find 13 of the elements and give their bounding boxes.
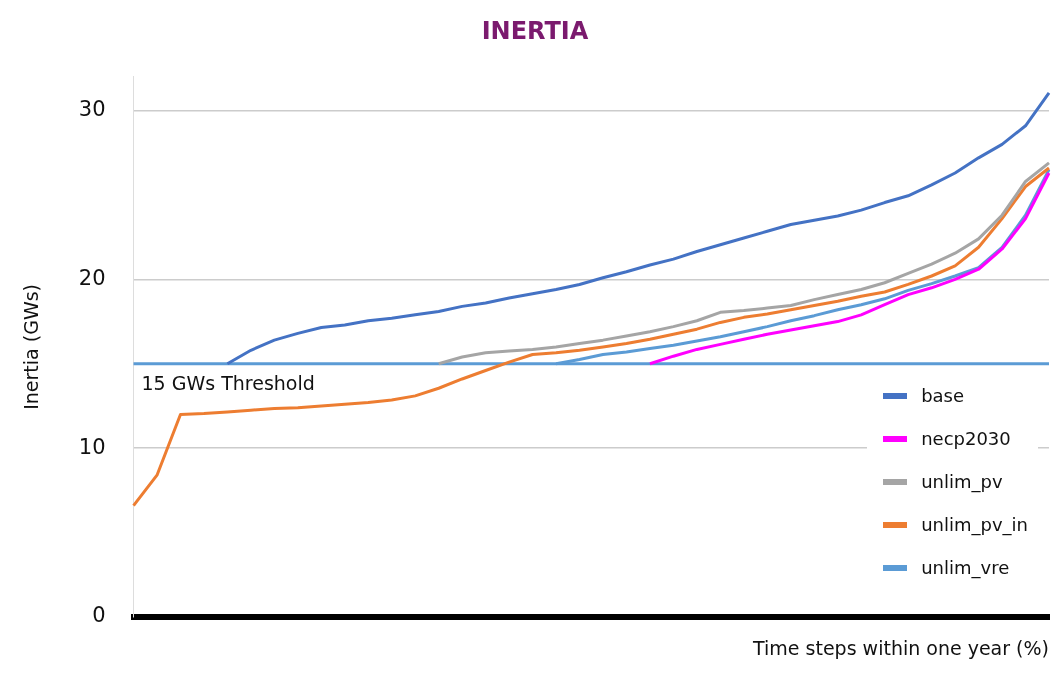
y-axis-title: Inertia (GWs) (20, 284, 43, 410)
legend-label: unlim_pv_in (921, 514, 1028, 535)
y-tick-label: 0 (92, 603, 106, 628)
y-tick-label: 20 (78, 265, 106, 290)
legend-label: unlim_vre (921, 557, 1010, 578)
x-axis-title: Time steps within one year (%) (752, 636, 1049, 659)
ref-line-label: 15 GWs Threshold (141, 372, 315, 395)
legend-label: base (921, 385, 965, 406)
legend-label: necp2030 (921, 428, 1011, 449)
chart-title: INERTIA (481, 16, 589, 45)
y-tick-label: 30 (78, 97, 106, 122)
y-tick-label: 10 (78, 434, 106, 459)
legend-label: unlim_pv (921, 471, 1003, 492)
